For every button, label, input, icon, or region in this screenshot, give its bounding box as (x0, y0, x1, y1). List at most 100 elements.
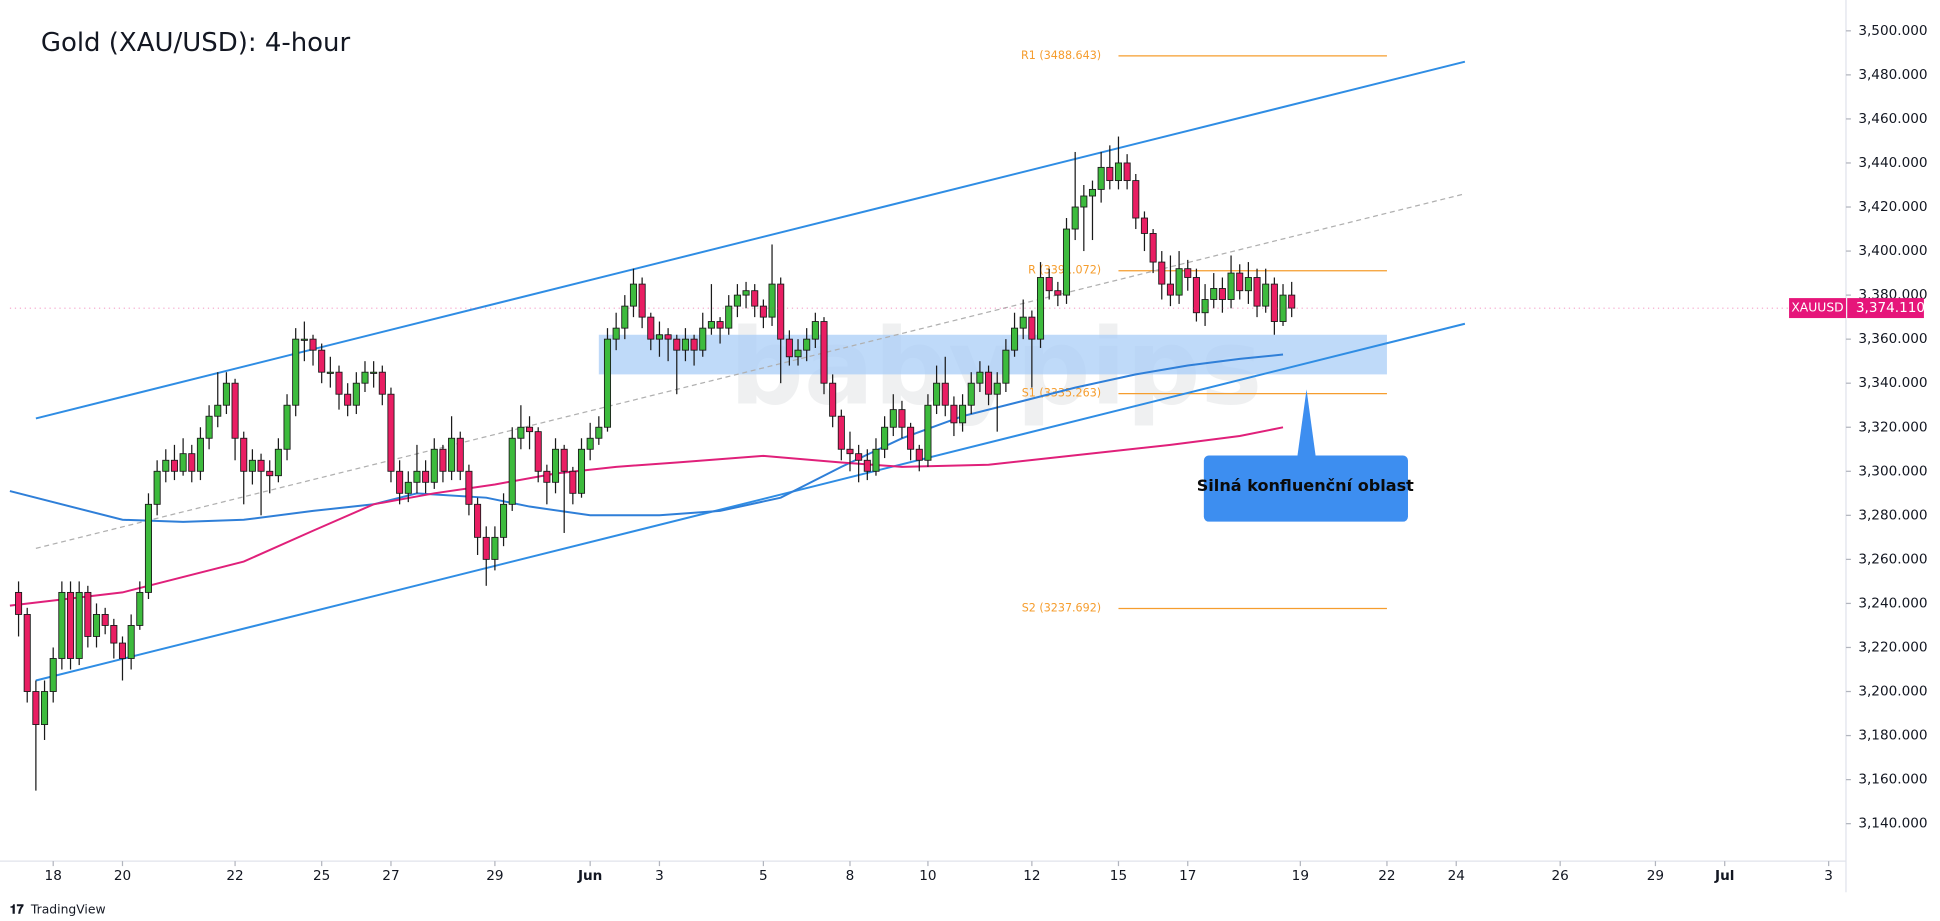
x-tick-label: 29 (486, 868, 503, 884)
candle-body (517, 426, 525, 439)
x-tick-label: 10 (919, 868, 936, 884)
candle-body (378, 371, 386, 395)
candle-body (603, 338, 612, 428)
candle-body (551, 448, 560, 483)
candle-body (655, 334, 663, 340)
candle-body (1088, 188, 1097, 197)
candle-body (465, 470, 473, 505)
candle-body (266, 470, 274, 477)
candle-body (335, 371, 343, 395)
candle-body (396, 470, 404, 494)
candle-body (508, 437, 516, 505)
candle-body (759, 305, 767, 318)
candle-body (967, 382, 975, 406)
callout-text: Silná konfluenční oblast (1197, 476, 1414, 495)
candle-body (993, 382, 1001, 395)
y-tick-label: 3,460.000 (1858, 111, 1927, 127)
candle-body (846, 448, 854, 455)
trendline (35, 322, 1466, 682)
candle-body (733, 294, 741, 307)
candle-body (1244, 277, 1252, 292)
candle-body (638, 283, 646, 318)
x-tick-label: 25 (313, 868, 330, 884)
candle-body (829, 382, 837, 417)
price-tag-label: 3,374.110 (1856, 300, 1925, 316)
candle-body (647, 316, 655, 340)
x-tick-label: 22 (226, 868, 243, 884)
candle-body (586, 437, 594, 450)
candle-body (1166, 283, 1174, 296)
x-tick-label: 5 (759, 868, 768, 884)
candle-body (1002, 349, 1010, 384)
candle-body (716, 321, 724, 329)
candle-body (664, 334, 672, 340)
candle-body (1132, 180, 1140, 219)
y-tick-label: 3,400.000 (1858, 243, 1927, 259)
candle-body (1288, 294, 1296, 309)
y-tick-label: 3,420.000 (1858, 199, 1927, 215)
candle-body (681, 338, 689, 351)
confluence-zone (598, 334, 1387, 375)
candle-body (777, 283, 785, 340)
candle-body (1140, 217, 1148, 234)
candle-body (907, 426, 915, 450)
y-tick-label: 3,320.000 (1858, 419, 1927, 435)
candle-body (309, 338, 317, 351)
candle-body (196, 437, 204, 472)
candle-body (950, 404, 958, 424)
x-tick-label: 29 (1647, 868, 1664, 884)
candle-body (292, 338, 300, 406)
candle-body (1062, 228, 1071, 296)
candle-body (1184, 268, 1192, 278)
candle-body (1080, 195, 1088, 208)
candle-body (75, 591, 83, 659)
candle-body (577, 448, 586, 494)
moving-average (9, 426, 1284, 607)
candle-body (794, 349, 802, 358)
candle-body (933, 382, 941, 406)
y-tick-label: 3,280.000 (1858, 507, 1927, 523)
candle-body (959, 404, 967, 424)
candle-body (205, 415, 213, 439)
y-tick-label: 3,440.000 (1858, 155, 1927, 171)
candle-body (560, 448, 568, 472)
candle-body (751, 290, 759, 307)
candle-body (387, 393, 395, 472)
candle-body (621, 305, 629, 329)
x-tick-label: 17 (1179, 868, 1196, 884)
candle-body (811, 321, 819, 340)
candle-body (474, 503, 482, 538)
candle-body (92, 614, 101, 637)
y-tick-label: 3,500.000 (1858, 23, 1927, 39)
y-tick-label: 3,200.000 (1858, 683, 1927, 699)
symbol-tag (1789, 298, 1846, 319)
candle-body (144, 503, 152, 593)
x-tick-label: Jun (577, 868, 602, 884)
candle-body (413, 470, 421, 483)
candle-body (1123, 162, 1131, 182)
y-tick-label: 3,480.000 (1858, 67, 1927, 83)
candle-body (422, 470, 430, 483)
candle-body (768, 283, 776, 318)
candle-body (855, 453, 863, 461)
candle-body (1175, 268, 1183, 296)
candle-body (448, 437, 456, 472)
x-tick-label: 20 (114, 868, 131, 884)
candle-body (1192, 277, 1200, 314)
price-tag (1847, 298, 1924, 319)
candle-body (248, 459, 256, 472)
candle-body (162, 459, 170, 472)
candle-body (1106, 166, 1114, 182)
callout-pointer (1296, 389, 1317, 462)
candle-body (430, 448, 438, 483)
x-tick-label: 3 (655, 868, 664, 884)
x-tick-label: 26 (1552, 868, 1569, 884)
trendline (35, 60, 1466, 420)
candle-body (214, 404, 222, 417)
candle-body (1054, 290, 1062, 296)
candle-body (274, 448, 282, 477)
candle-body (1071, 206, 1079, 230)
y-tick-label: 3,160.000 (1858, 772, 1927, 788)
candle-body (170, 459, 178, 472)
candle-body (543, 470, 551, 483)
